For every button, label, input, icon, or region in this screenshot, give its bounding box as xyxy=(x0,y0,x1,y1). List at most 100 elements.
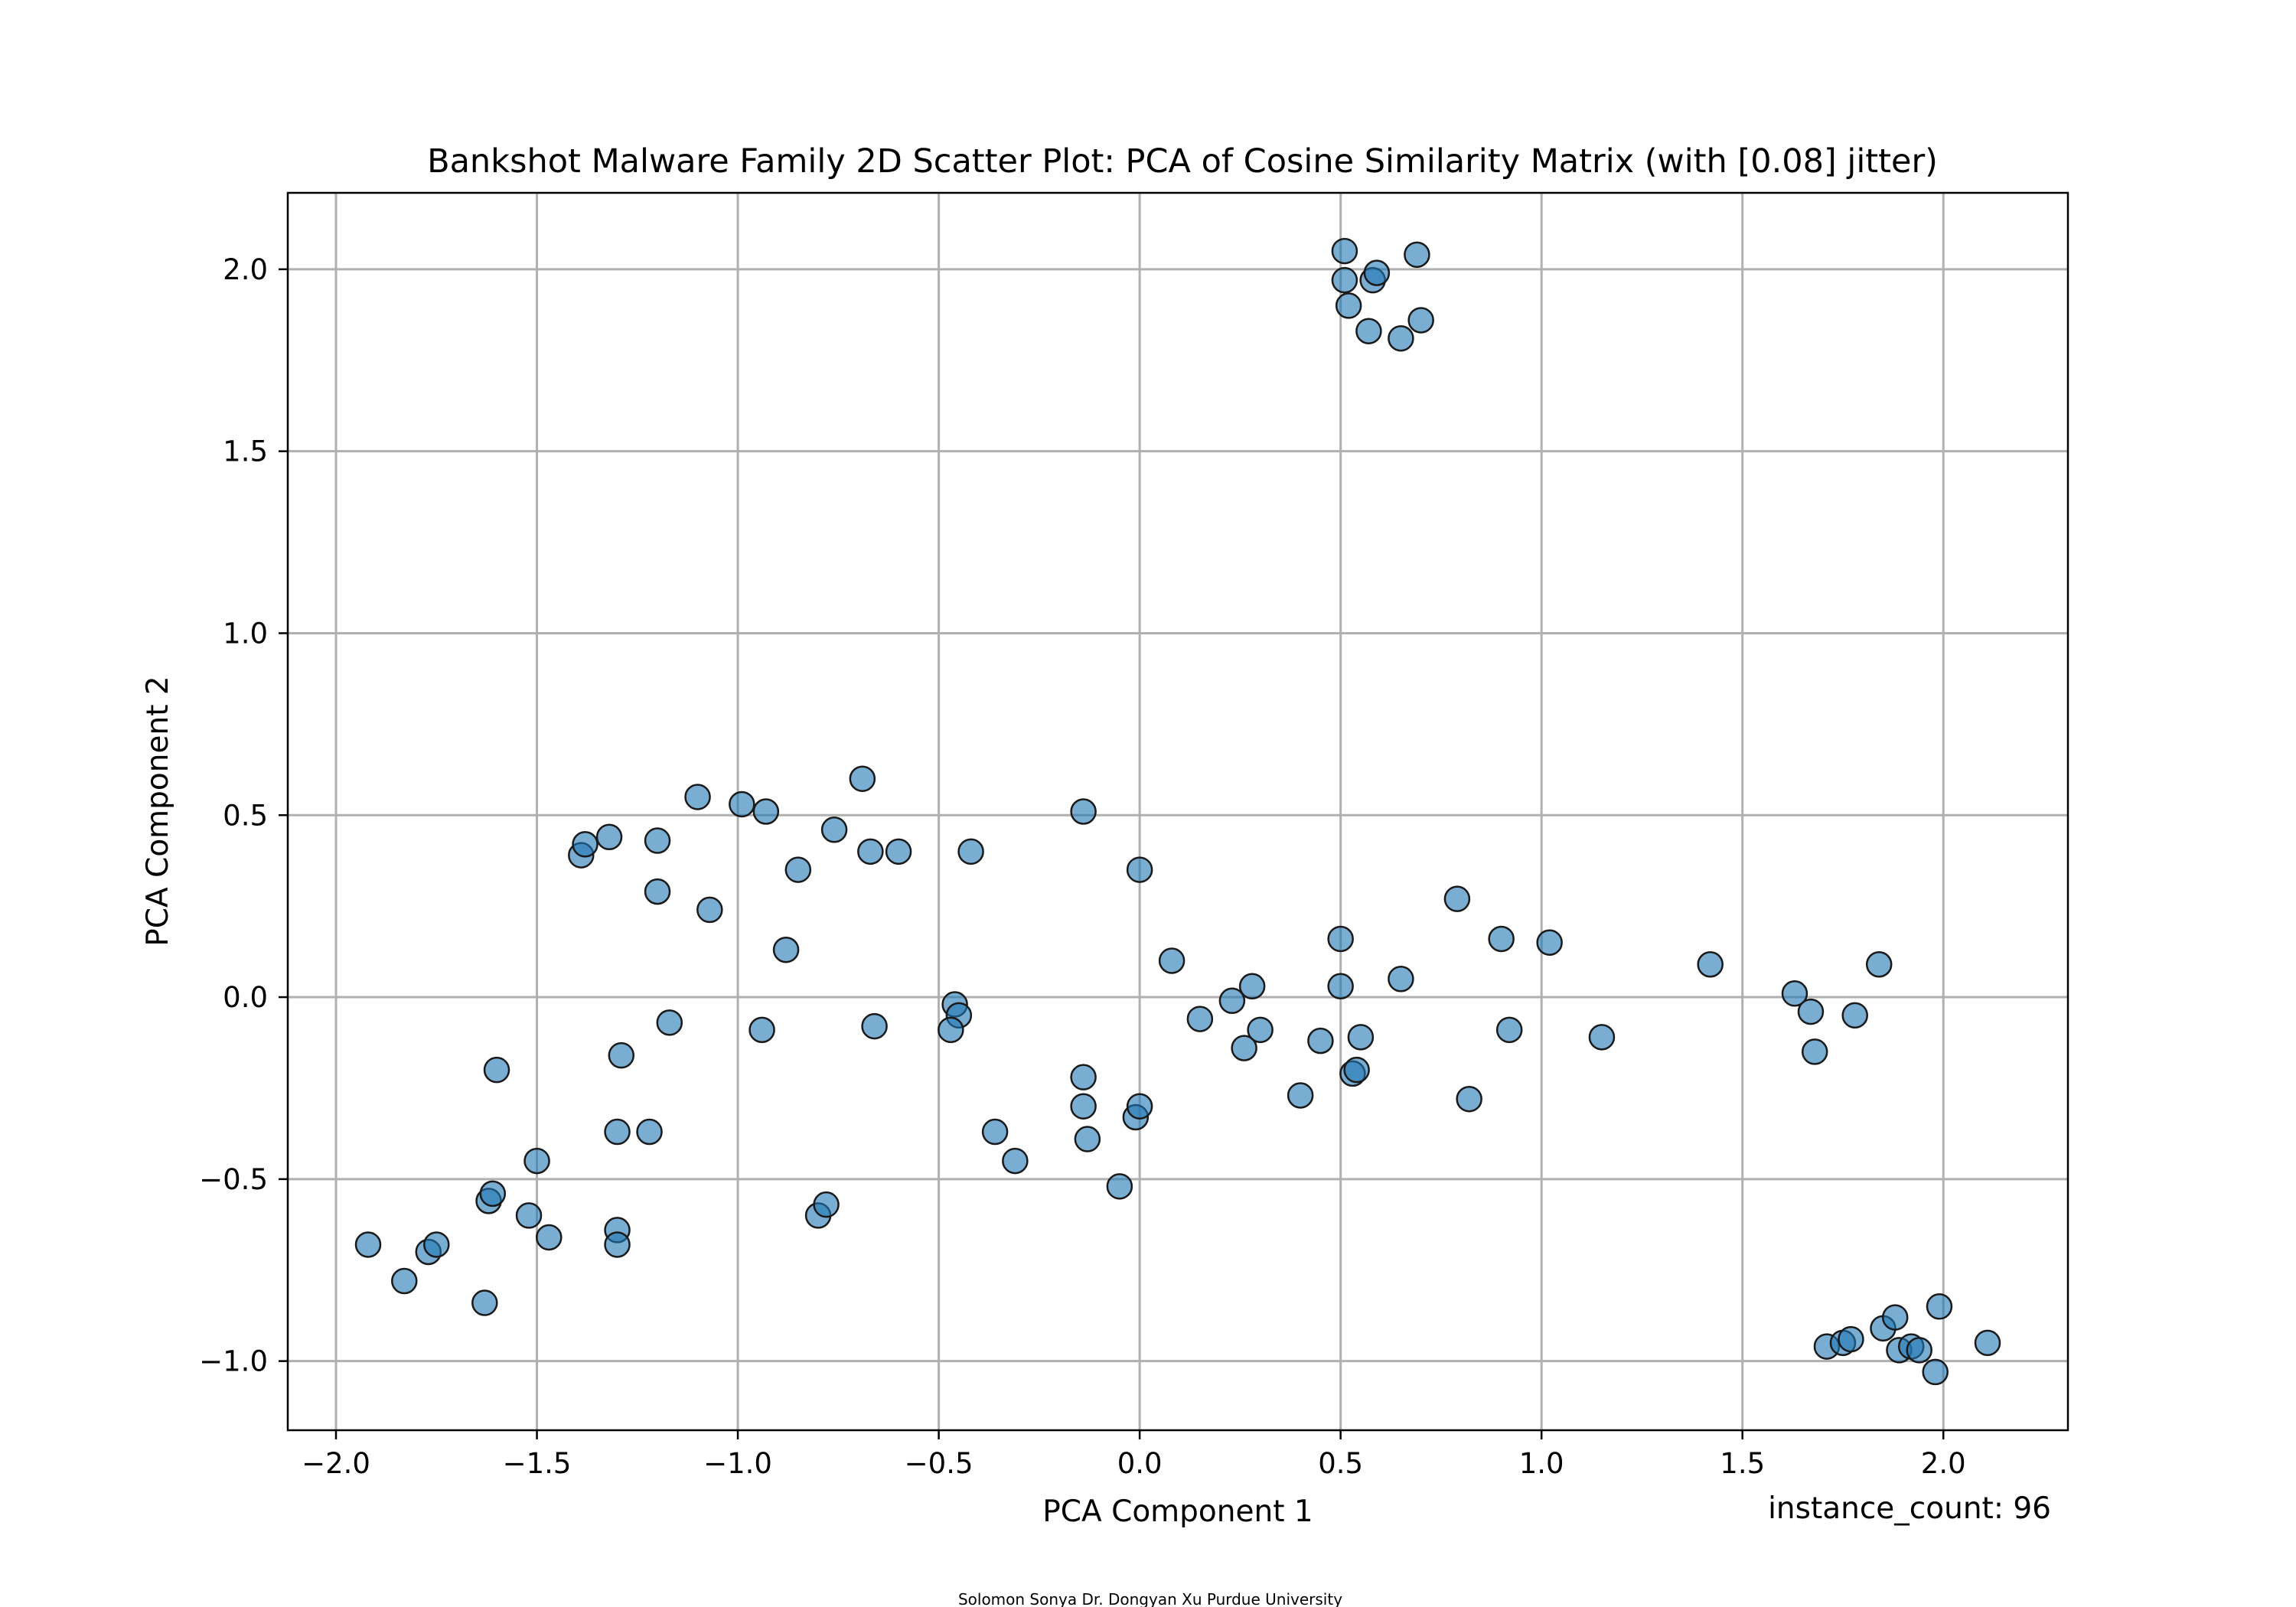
scatter-point xyxy=(1003,1149,1027,1173)
y-tick-label: 0.5 xyxy=(223,799,268,832)
scatter-point xyxy=(863,1014,887,1038)
scatter-point xyxy=(1071,800,1096,824)
scatter-point xyxy=(1698,952,1723,976)
x-tick-label: −1.0 xyxy=(703,1447,772,1480)
scatter-point xyxy=(1188,1007,1212,1032)
scatter-point xyxy=(774,937,798,962)
scatter-point xyxy=(1288,1083,1313,1107)
scatter-point xyxy=(356,1232,380,1257)
x-tick-label: 1.5 xyxy=(1720,1447,1765,1480)
scatter-point xyxy=(1799,999,1823,1024)
scatter-point xyxy=(858,839,882,864)
scatter-point xyxy=(1332,268,1357,292)
scatter-point xyxy=(605,1120,630,1144)
scatter-point xyxy=(1345,1058,1369,1082)
scatter-point xyxy=(1127,858,1152,882)
scatter-point xyxy=(697,898,722,922)
scatter-point xyxy=(481,1182,505,1206)
scatter-point xyxy=(517,1203,541,1227)
scatter-point xyxy=(1336,293,1361,318)
scatter-point xyxy=(536,1225,561,1250)
scatter-point xyxy=(645,829,670,853)
scatter-point xyxy=(1802,1039,1827,1064)
scatter-point xyxy=(750,1018,775,1042)
scatter-point xyxy=(1107,1174,1132,1198)
scatter-point xyxy=(729,792,754,817)
scatter-point xyxy=(1308,1028,1332,1053)
scatter-point xyxy=(959,839,983,864)
scatter-point xyxy=(472,1291,497,1315)
scatter-point xyxy=(786,858,810,882)
chart-title: Bankshot Malware Family 2D Scatter Plot:… xyxy=(427,142,1938,181)
scatter-point xyxy=(1329,927,1353,951)
scatter-point xyxy=(597,825,621,849)
scatter-point xyxy=(1867,952,1891,976)
scatter-point xyxy=(1843,1003,1867,1028)
x-axis-label: PCA Component 1 xyxy=(1042,1495,1313,1529)
scatter-point xyxy=(609,1043,634,1068)
scatter-point xyxy=(657,1010,682,1035)
scatter-point xyxy=(1356,319,1381,344)
x-tick-label: −0.5 xyxy=(905,1447,974,1480)
scatter-point xyxy=(1159,948,1184,973)
y-tick-label: −0.5 xyxy=(199,1163,268,1196)
scatter-point xyxy=(484,1058,509,1082)
scatter-point xyxy=(1445,887,1469,911)
scatter-point xyxy=(814,1192,839,1217)
footer-credits: Solomon Sonya Dr. Dongyan Xu Purdue Univ… xyxy=(958,1590,1342,1607)
scatter-point xyxy=(822,817,846,842)
scatter-point xyxy=(1248,1018,1273,1042)
scatter-point xyxy=(1975,1331,2000,1355)
scatter-point xyxy=(1240,974,1264,999)
scatter-point xyxy=(1489,927,1514,951)
x-tick-label: 0.5 xyxy=(1318,1447,1363,1480)
scatter-point xyxy=(424,1232,448,1257)
scatter-point xyxy=(754,800,778,824)
scatter-point xyxy=(392,1269,416,1293)
scatter-point xyxy=(1838,1327,1863,1351)
scatter-point xyxy=(1404,243,1429,267)
scatter-point xyxy=(886,839,911,864)
scatter-point xyxy=(573,832,598,856)
x-tick-label: 1.0 xyxy=(1519,1447,1564,1480)
scatter-point xyxy=(1329,974,1353,999)
scatter-point xyxy=(1457,1087,1482,1111)
y-tick-label: 0.0 xyxy=(223,981,268,1014)
scatter-point xyxy=(1538,931,1562,955)
y-tick-label: 1.0 xyxy=(223,617,268,650)
scatter-point xyxy=(1332,239,1357,263)
scatter-point xyxy=(1590,1025,1614,1049)
scatter-point xyxy=(638,1120,662,1144)
scatter-point xyxy=(525,1149,550,1173)
y-tick-label: −1.0 xyxy=(199,1345,268,1378)
scatter-point xyxy=(605,1232,630,1257)
scatter-point xyxy=(645,879,670,904)
scatter-point xyxy=(1075,1127,1100,1152)
x-tick-label: −2.0 xyxy=(302,1447,370,1480)
scatter-point xyxy=(1071,1094,1096,1119)
instance-count-annotation: instance_count: 96 xyxy=(1768,1491,2051,1526)
scatter-point xyxy=(1388,326,1413,350)
scatter-point xyxy=(1365,261,1389,285)
x-tick-label: 2.0 xyxy=(1921,1447,1966,1480)
scatter-point xyxy=(1388,966,1413,991)
scatter-point xyxy=(1907,1338,1932,1362)
scatter-point xyxy=(1349,1025,1373,1049)
scatter-point xyxy=(1923,1360,1948,1384)
scatter-point xyxy=(686,784,710,809)
y-axis-label: PCA Component 2 xyxy=(141,676,175,946)
scatter-point xyxy=(850,767,875,791)
scatter-point xyxy=(1883,1305,1907,1330)
scatter-point xyxy=(1071,1065,1096,1090)
scatter-point xyxy=(938,1018,963,1042)
x-tick-label: −1.5 xyxy=(503,1447,572,1480)
scatter-point xyxy=(1497,1018,1521,1042)
scatter-point xyxy=(983,1120,1007,1144)
scatter-point xyxy=(1927,1294,1952,1319)
y-tick-label: 2.0 xyxy=(223,253,268,286)
x-tick-label: 0.0 xyxy=(1117,1447,1163,1480)
scatter-point xyxy=(1127,1094,1152,1119)
scatter-point xyxy=(1409,308,1433,332)
